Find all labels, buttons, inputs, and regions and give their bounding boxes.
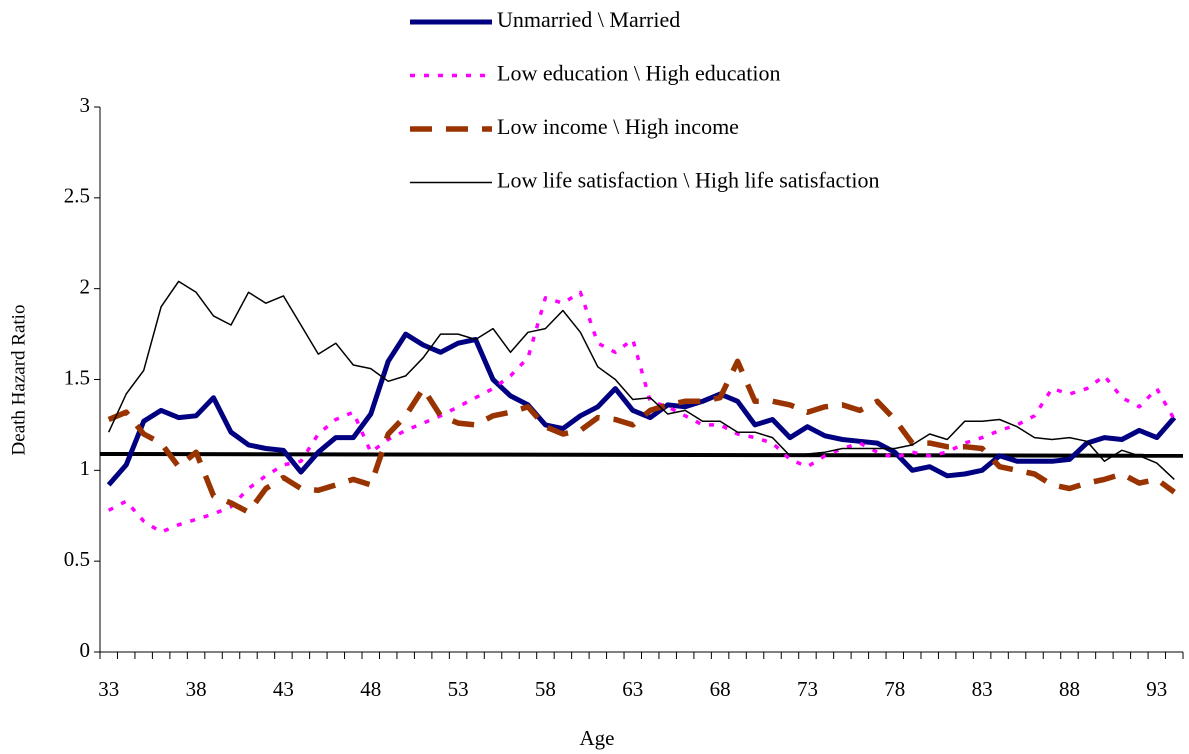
reference-line bbox=[99, 451, 1184, 458]
y-tick-label: 1.5 bbox=[64, 365, 90, 389]
x-tick-label: 38 bbox=[186, 677, 207, 701]
series-line bbox=[108, 280, 1175, 480]
x-tick-label: 78 bbox=[884, 677, 905, 701]
x-tick-label: 93 bbox=[1146, 677, 1167, 701]
x-tick-label: 33 bbox=[98, 677, 119, 701]
y-tick-label: 0 bbox=[80, 638, 91, 662]
legend-label: Low income \ High income bbox=[497, 114, 739, 139]
x-tick-label: 43 bbox=[273, 677, 294, 701]
y-axis-title: Death Hazard Ratio bbox=[8, 305, 29, 456]
series-line bbox=[106, 331, 1177, 487]
x-tick-label: 63 bbox=[622, 677, 643, 701]
x-tick-label: 73 bbox=[797, 677, 818, 701]
x-tick-label: 68 bbox=[710, 677, 731, 701]
x-tick-label: 53 bbox=[448, 677, 469, 701]
legend-label: Unmarried \ Married bbox=[497, 7, 680, 32]
x-tick-label: 88 bbox=[1059, 677, 1080, 701]
x-tick-label: 48 bbox=[360, 677, 381, 701]
x-tick-label: 58 bbox=[535, 677, 556, 701]
y-tick-label: 1 bbox=[80, 456, 91, 480]
y-tick-label: 2 bbox=[80, 274, 91, 298]
y-tick-label: 2.5 bbox=[64, 184, 90, 208]
x-axis-title: Age bbox=[580, 726, 615, 750]
series-line bbox=[107, 290, 1176, 534]
legend-label: Low education \ High education bbox=[497, 61, 780, 86]
series-line bbox=[107, 358, 1176, 515]
y-tick-label: 0.5 bbox=[64, 547, 90, 571]
x-tick-label: 83 bbox=[972, 677, 993, 701]
legend-label: Low life satisfaction \ High life satisf… bbox=[497, 168, 879, 193]
y-tick-label: 3 bbox=[80, 93, 91, 117]
